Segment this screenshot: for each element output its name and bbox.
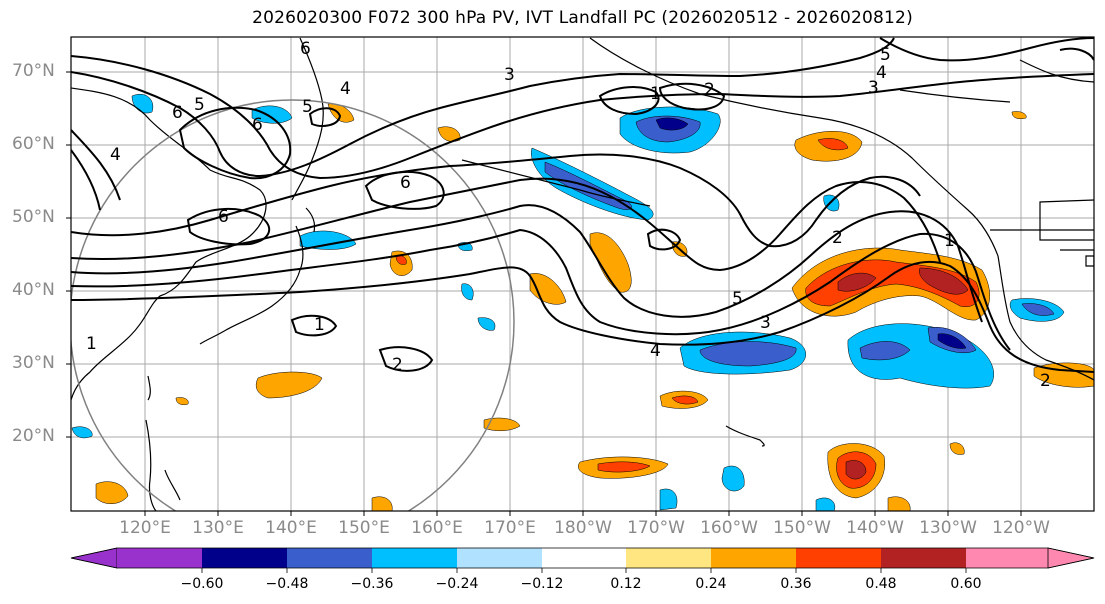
contour-label: 6 bbox=[252, 115, 263, 135]
shading-negative bbox=[71, 94, 1065, 511]
contour-label: 4 bbox=[876, 63, 887, 83]
lon-label: 150°W bbox=[773, 518, 831, 538]
colorbar-tick-label: −0.24 bbox=[435, 576, 479, 592]
colorbar-bin bbox=[287, 548, 372, 568]
contour-label: 6 bbox=[218, 207, 229, 227]
lon-label: 170°W bbox=[627, 518, 685, 538]
contour-label: 6 bbox=[300, 39, 311, 59]
contour-label: 4 bbox=[650, 341, 661, 361]
taiwan bbox=[147, 375, 151, 401]
colorbar-tick-label: −0.36 bbox=[350, 576, 394, 592]
contour-label: 2 bbox=[392, 355, 403, 375]
colorbar-tick-label: −0.48 bbox=[265, 576, 309, 592]
contour-label: 5 bbox=[732, 289, 743, 309]
contour-label: 6 bbox=[400, 173, 411, 193]
colorbar-tick-label: 0.36 bbox=[780, 576, 812, 592]
lon-label: 120°W bbox=[992, 518, 1050, 538]
contour-label: 1 bbox=[314, 315, 325, 335]
colorbar-bin bbox=[542, 548, 626, 568]
figure-title: 2026020300 F072 300 hPa PV, IVT Landfall… bbox=[252, 8, 913, 28]
contour-label: 2 bbox=[704, 80, 715, 100]
japan bbox=[199, 225, 304, 345]
colorbar-tick-label: 0.24 bbox=[695, 576, 727, 592]
lon-label: 130°W bbox=[919, 518, 977, 538]
colorbar-bin bbox=[372, 548, 457, 568]
lat-label: 30°N bbox=[12, 353, 55, 373]
lat-label: 40°N bbox=[12, 280, 55, 300]
contour-label: 4 bbox=[110, 145, 121, 165]
pv-contours bbox=[71, 37, 1094, 373]
colorbar-tick-label: 0.48 bbox=[865, 576, 897, 592]
colorbar-bin bbox=[966, 548, 1048, 568]
contour-label: 5 bbox=[302, 97, 313, 117]
lon-label: 140°E bbox=[265, 518, 317, 538]
colorbar-bin bbox=[457, 548, 542, 568]
lon-label: 130°E bbox=[192, 518, 244, 538]
colorbar-tick-label: −0.60 bbox=[180, 576, 224, 592]
lon-label: 140°W bbox=[846, 518, 904, 538]
philippines bbox=[145, 419, 157, 511]
lon-label: 170°E bbox=[484, 518, 536, 538]
lon-label: 120°E bbox=[119, 518, 171, 538]
contour-label: 1 bbox=[944, 231, 955, 251]
colorbar-bin bbox=[796, 548, 881, 568]
contour-label: 4 bbox=[340, 79, 351, 99]
na-west-coast bbox=[997, 255, 1094, 381]
contour-label: 1 bbox=[650, 84, 661, 104]
colorbar-outline bbox=[70, 547, 1095, 569]
lat-label: 50°N bbox=[12, 207, 55, 227]
contour-label: 5 bbox=[880, 45, 891, 65]
colorbar-bin bbox=[117, 548, 202, 568]
colorbar-bin bbox=[626, 548, 711, 568]
colorbar-tick-label: 0.60 bbox=[950, 576, 982, 592]
contour-label: 2 bbox=[1040, 371, 1051, 391]
colorbar-bin bbox=[202, 548, 287, 568]
lat-label: 60°N bbox=[12, 134, 55, 154]
contour-label: 2 bbox=[832, 228, 843, 248]
tick-marks bbox=[66, 71, 1022, 516]
colorbar-extend-max bbox=[1047, 547, 1095, 569]
colorbar-bin bbox=[711, 548, 796, 568]
contour-label: 5 bbox=[194, 95, 205, 115]
contour-label-group: 1 1 1 1 2 2 2 2 3 3 3 4 4 4 4 5 5 5 5 6 … bbox=[86, 39, 1051, 391]
colorbar-tick-label: −0.12 bbox=[520, 576, 564, 592]
colorbar bbox=[70, 547, 1095, 573]
colorbar-bin bbox=[881, 548, 966, 568]
contour-label: 3 bbox=[868, 78, 879, 98]
colorbar-extend-min bbox=[70, 547, 118, 569]
great-circle bbox=[71, 99, 515, 511]
contour-label: 3 bbox=[760, 313, 771, 333]
colorbar-tick-label: 0.12 bbox=[610, 576, 642, 592]
aleutians bbox=[461, 159, 651, 207]
hawaii bbox=[725, 425, 765, 447]
lat-label: 70°N bbox=[12, 61, 55, 81]
contour-label: 3 bbox=[504, 65, 515, 85]
contour-label: 1 bbox=[86, 334, 97, 354]
lon-label: 150°E bbox=[338, 518, 390, 538]
lon-label: 160°E bbox=[411, 518, 463, 538]
lat-label: 20°N bbox=[12, 426, 55, 446]
contour-label: 6 bbox=[172, 103, 183, 123]
lon-label: 180°W bbox=[554, 518, 612, 538]
lon-label: 160°W bbox=[700, 518, 758, 538]
